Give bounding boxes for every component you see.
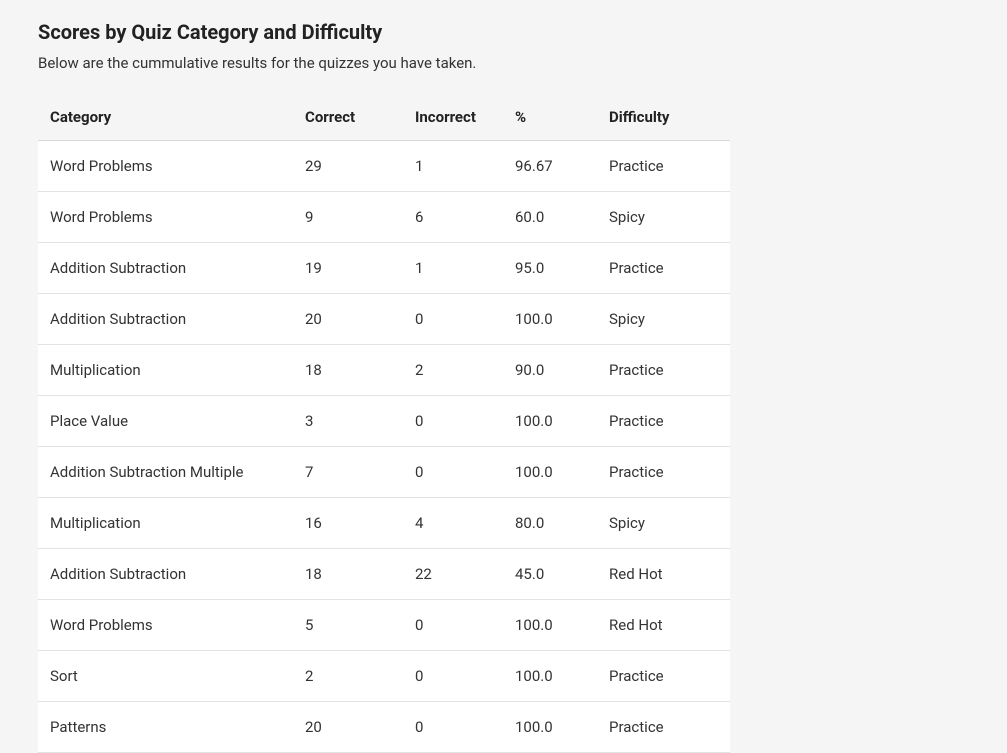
cell-difficulty: Practice — [599, 345, 730, 396]
cell-category: Addition Subtraction — [38, 549, 295, 600]
cell-correct: 19 — [295, 243, 405, 294]
cell-category: Multiplication — [38, 345, 295, 396]
cell-percent: 100.0 — [505, 396, 599, 447]
table-row: Multiplication18290.0Practice — [38, 345, 730, 396]
table-header: Category Correct Incorrect % Difficulty — [38, 94, 730, 141]
cell-percent: 45.0 — [505, 549, 599, 600]
table-row: Word Problems9660.0Spicy — [38, 192, 730, 243]
cell-difficulty: Practice — [599, 702, 730, 753]
table-row: Addition Subtraction200100.0Spicy — [38, 294, 730, 345]
column-header-difficulty: Difficulty — [599, 94, 730, 141]
cell-incorrect: 1 — [405, 141, 505, 192]
table-row: Addition Subtraction Multiple70100.0Prac… — [38, 447, 730, 498]
column-header-category: Category — [38, 94, 295, 141]
table-row: Word Problems50100.0Red Hot — [38, 600, 730, 651]
cell-correct: 9 — [295, 192, 405, 243]
column-header-incorrect: Incorrect — [405, 94, 505, 141]
page-subtitle: Below are the cummulative results for th… — [38, 54, 1007, 72]
table-row: Place Value30100.0Practice — [38, 396, 730, 447]
cell-difficulty: Spicy — [599, 192, 730, 243]
table-row: Addition Subtraction182245.0Red Hot — [38, 549, 730, 600]
cell-correct: 7 — [295, 447, 405, 498]
cell-incorrect: 0 — [405, 447, 505, 498]
cell-incorrect: 6 — [405, 192, 505, 243]
cell-incorrect: 0 — [405, 600, 505, 651]
cell-category: Word Problems — [38, 141, 295, 192]
cell-incorrect: 22 — [405, 549, 505, 600]
cell-percent: 96.67 — [505, 141, 599, 192]
table-row: Addition Subtraction19195.0Practice — [38, 243, 730, 294]
cell-incorrect: 1 — [405, 243, 505, 294]
cell-difficulty: Spicy — [599, 498, 730, 549]
cell-incorrect: 0 — [405, 651, 505, 702]
scores-table: Category Correct Incorrect % Difficulty … — [38, 94, 730, 753]
cell-difficulty: Red Hot — [599, 549, 730, 600]
cell-correct: 2 — [295, 651, 405, 702]
cell-category: Sort — [38, 651, 295, 702]
cell-incorrect: 0 — [405, 294, 505, 345]
cell-category: Addition Subtraction — [38, 294, 295, 345]
cell-difficulty: Spicy — [599, 294, 730, 345]
cell-incorrect: 0 — [405, 702, 505, 753]
page-title: Scores by Quiz Category and Difficulty — [38, 20, 1007, 44]
cell-percent: 100.0 — [505, 600, 599, 651]
cell-percent: 60.0 — [505, 192, 599, 243]
table-body: Word Problems29196.67PracticeWord Proble… — [38, 141, 730, 753]
cell-category: Word Problems — [38, 600, 295, 651]
cell-percent: 100.0 — [505, 651, 599, 702]
cell-category: Place Value — [38, 396, 295, 447]
cell-correct: 18 — [295, 549, 405, 600]
cell-incorrect: 2 — [405, 345, 505, 396]
cell-correct: 5 — [295, 600, 405, 651]
table-row: Sort20100.0Practice — [38, 651, 730, 702]
cell-percent: 90.0 — [505, 345, 599, 396]
cell-correct: 3 — [295, 396, 405, 447]
cell-difficulty: Practice — [599, 447, 730, 498]
cell-incorrect: 0 — [405, 396, 505, 447]
cell-category: Word Problems — [38, 192, 295, 243]
cell-percent: 80.0 — [505, 498, 599, 549]
table-header-row: Category Correct Incorrect % Difficulty — [38, 94, 730, 141]
cell-percent: 95.0 — [505, 243, 599, 294]
cell-correct: 20 — [295, 294, 405, 345]
cell-correct: 16 — [295, 498, 405, 549]
table-row: Word Problems29196.67Practice — [38, 141, 730, 192]
table-row: Patterns200100.0Practice — [38, 702, 730, 753]
cell-difficulty: Practice — [599, 243, 730, 294]
cell-difficulty: Red Hot — [599, 600, 730, 651]
cell-difficulty: Practice — [599, 396, 730, 447]
cell-category: Addition Subtraction — [38, 243, 295, 294]
column-header-correct: Correct — [295, 94, 405, 141]
cell-percent: 100.0 — [505, 447, 599, 498]
cell-percent: 100.0 — [505, 294, 599, 345]
cell-category: Multiplication — [38, 498, 295, 549]
cell-percent: 100.0 — [505, 702, 599, 753]
cell-correct: 20 — [295, 702, 405, 753]
cell-incorrect: 4 — [405, 498, 505, 549]
cell-difficulty: Practice — [599, 141, 730, 192]
cell-correct: 18 — [295, 345, 405, 396]
cell-category: Addition Subtraction Multiple — [38, 447, 295, 498]
table-row: Multiplication16480.0Spicy — [38, 498, 730, 549]
cell-correct: 29 — [295, 141, 405, 192]
cell-category: Patterns — [38, 702, 295, 753]
column-header-percent: % — [505, 94, 599, 141]
cell-difficulty: Practice — [599, 651, 730, 702]
